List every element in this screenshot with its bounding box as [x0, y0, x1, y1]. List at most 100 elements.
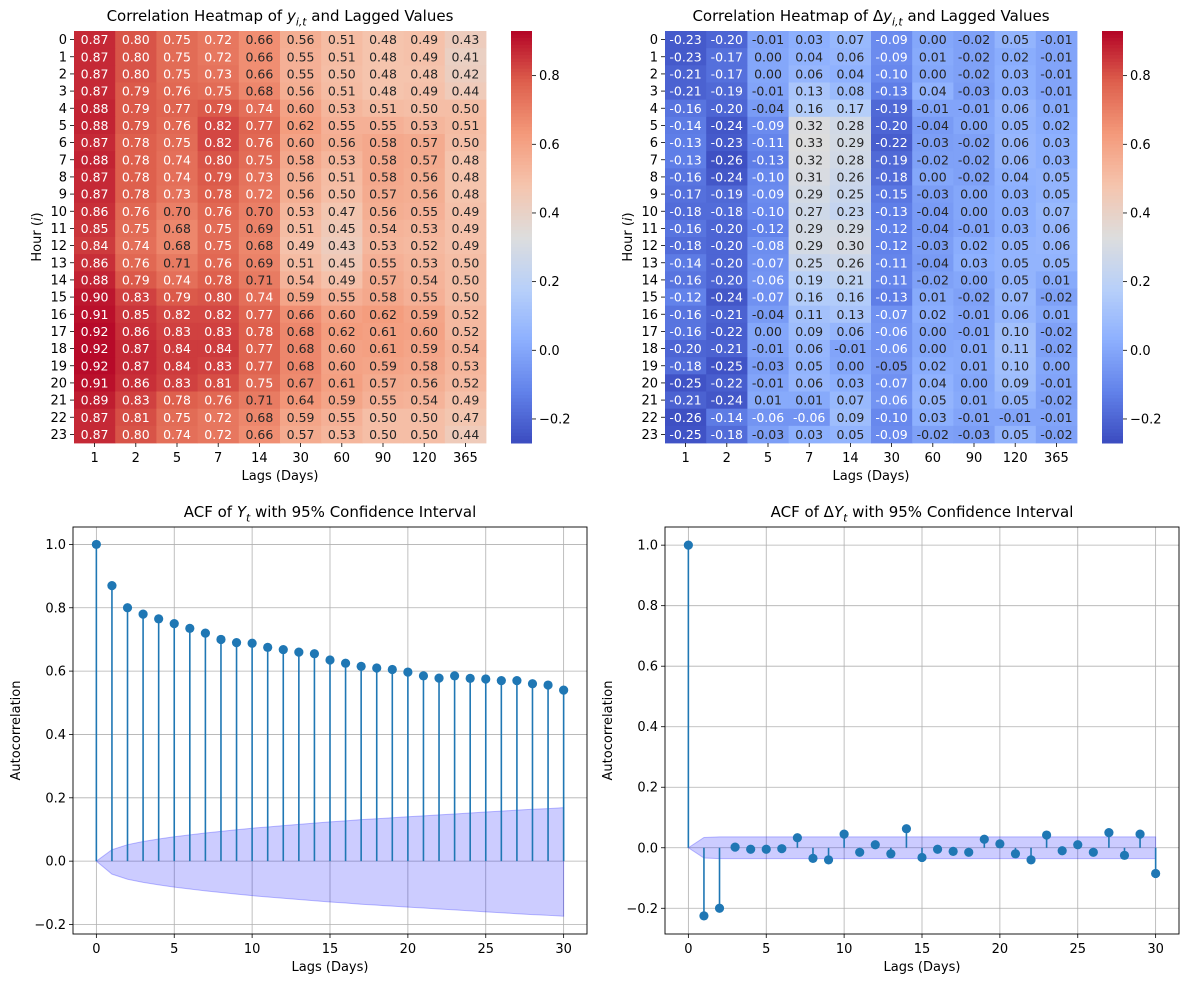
- heatmap-cell: [706, 374, 748, 392]
- x-tick-label: 60: [925, 451, 942, 466]
- colorbar-segment: [1102, 254, 1123, 259]
- colorbar-segment: [1102, 377, 1123, 382]
- heatmap-cell-label: 0.08: [836, 84, 864, 99]
- colorbar-segment: [1102, 96, 1123, 101]
- colorbar-segment: [511, 388, 532, 392]
- heatmap-cell: [280, 99, 322, 118]
- colorbar-segment: [1102, 384, 1123, 389]
- heatmap-cell: [994, 202, 1037, 221]
- heatmap-cell: [280, 168, 322, 186]
- colorbar-segment: [511, 230, 532, 235]
- heatmap-cell: [747, 237, 789, 255]
- heatmap-cell-label: 0.56: [410, 169, 438, 184]
- heatmap-cell: [871, 168, 913, 186]
- heatmap-cell: [74, 237, 116, 255]
- heatmap-cell: [912, 305, 954, 324]
- heatmap-cell: [444, 322, 487, 341]
- heatmap-cell-label: 0.77: [163, 101, 191, 116]
- colorbar-segment: [511, 326, 532, 331]
- heatmap-cell: [912, 202, 954, 221]
- heatmap-cell: [115, 168, 157, 186]
- heatmap-cell: [280, 219, 322, 238]
- colorbar-segment: [511, 264, 532, 269]
- heatmap-cell-label: 0.75: [163, 410, 191, 425]
- heatmap-cell: [403, 99, 446, 118]
- stem-marker: [1010, 849, 1021, 859]
- heatmap-cell: [444, 82, 487, 101]
- x-tick-label: 10: [836, 942, 853, 957]
- y-tick-label: 7: [59, 153, 67, 168]
- heatmap-cell-label: 0.57: [410, 152, 438, 167]
- colorbar-segment: [1102, 274, 1123, 279]
- heatmap-cell-label: -0.15: [875, 187, 907, 202]
- heatmap-cell: [197, 374, 240, 392]
- heatmap-cell: [280, 48, 322, 66]
- heatmap-cell-label: 0.57: [410, 135, 438, 150]
- colorbar-segment: [1102, 168, 1123, 173]
- heatmap-cell-label: 0.82: [204, 135, 232, 150]
- heatmap-cell: [444, 374, 487, 392]
- heatmap-cell-label: 0.32: [795, 152, 823, 167]
- heatmap-cell-label: 0.55: [328, 290, 356, 305]
- heatmap-cell: [280, 116, 322, 135]
- colorbar-segment: [511, 158, 532, 162]
- colorbar-segment: [511, 291, 532, 296]
- heatmap-cell-label: -0.06: [875, 393, 907, 408]
- heatmap-cell: [444, 168, 487, 186]
- heatmap-cell: [912, 82, 954, 101]
- heatmap-cell: [321, 322, 363, 341]
- y-tick-label: 13: [641, 256, 658, 271]
- colorbar-segment: [1102, 237, 1123, 241]
- heatmap-cell: [871, 65, 913, 83]
- colorbar-segment: [1102, 264, 1123, 269]
- colorbar-segment: [1102, 147, 1123, 152]
- x-axis-label: Lags (Days): [292, 960, 369, 975]
- heatmap-cell: [829, 99, 872, 118]
- heatmap-cell: [1035, 202, 1078, 221]
- colorbar-segment: [1102, 223, 1123, 228]
- colorbar-segment: [1102, 309, 1123, 314]
- stem-marker: [138, 609, 148, 619]
- x-axis-label: Lags (Days): [242, 469, 319, 484]
- heatmap-cell-label: 0.55: [369, 255, 397, 270]
- heatmap-cell: [444, 254, 487, 272]
- heatmap-cell: [115, 134, 157, 152]
- heatmap-cell-label: 0.74: [163, 169, 191, 184]
- y-tick-label: 20: [50, 376, 67, 391]
- heatmap-cell-label: -0.03: [917, 135, 949, 150]
- heatmap-cell-label: 0.82: [204, 118, 232, 133]
- stem-marker: [730, 842, 740, 852]
- heatmap-cell: [912, 425, 954, 444]
- heatmap-cell-label: 0.01: [1042, 272, 1070, 287]
- heatmap-cell: [156, 425, 198, 444]
- heatmap-cell-label: 0.26: [836, 169, 864, 184]
- colorbar-segment: [1102, 230, 1123, 235]
- colorbar-segment: [1102, 175, 1123, 180]
- heatmap-cell: [665, 254, 707, 272]
- heatmap-cell-label: 0.87: [81, 32, 109, 47]
- colorbar-segment: [1102, 288, 1123, 293]
- heatmap-cell-label: 0.80: [204, 290, 232, 305]
- colorbar-segment: [511, 34, 532, 39]
- heatmap-cell: [747, 391, 789, 410]
- heatmap-cell-label: 0.07: [1001, 290, 1029, 305]
- colorbar-segment: [1102, 79, 1123, 83]
- heatmap-cell: [994, 391, 1037, 410]
- heatmap-cell-label: 0.48: [451, 169, 479, 184]
- heatmap-cell-label: 0.09: [836, 410, 864, 425]
- stem-marker: [808, 853, 818, 863]
- colorbar-segment: [1102, 388, 1123, 392]
- heatmap-cell-label: 0.54: [410, 272, 438, 287]
- heatmap-cell-label: 0.48: [451, 152, 479, 167]
- heatmap-cell: [238, 288, 281, 307]
- y-tick-label: 15: [50, 291, 67, 306]
- heatmap-cell: [362, 305, 404, 324]
- x-tick-label: 5: [173, 451, 181, 466]
- heatmap-cell-label: 0.55: [328, 410, 356, 425]
- heatmap-cell-label: 0.53: [328, 152, 356, 167]
- colorbar-segment: [1102, 113, 1123, 118]
- heatmap-cell: [912, 134, 954, 152]
- colorbar-segment: [1102, 226, 1123, 231]
- heatmap-cell-label: -0.22: [711, 324, 743, 339]
- heatmap-cell-label: 0.06: [795, 341, 823, 356]
